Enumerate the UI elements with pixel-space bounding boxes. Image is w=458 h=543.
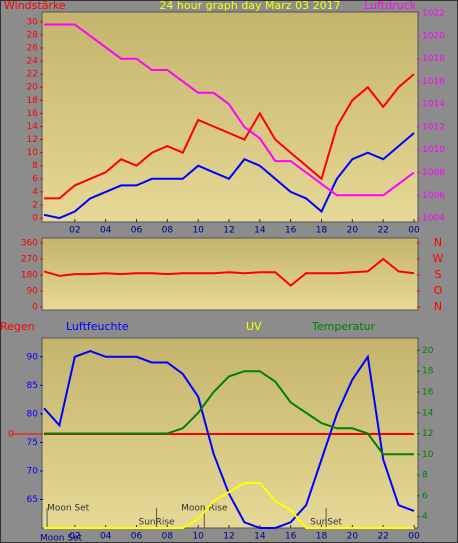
y-axis-label: Windstärke [4, 0, 66, 12]
series-line [44, 370, 414, 456]
x-tick-label: 12 [223, 226, 234, 236]
y-tick-label: 90 [27, 352, 39, 362]
y-tick-label: 22 [27, 70, 38, 80]
x-tick-label: 12 [223, 532, 234, 542]
y-tick-label: 85 [27, 381, 38, 391]
legend-label: UV [246, 320, 262, 333]
x-tick-label: 02 [69, 532, 80, 542]
footer-label: Moon Set [40, 534, 83, 543]
y-tick-label: 20 [27, 83, 39, 93]
y-tick-label: 18 [27, 96, 39, 106]
y3-tick-label: 0 [8, 430, 14, 440]
annotation: SunRise [138, 518, 175, 528]
series-line [44, 482, 414, 529]
x-tick-label: 16 [285, 226, 297, 236]
x-tick-label: 22 [377, 532, 388, 542]
y-tick-label: 26 [27, 43, 39, 53]
x-tick-label: 16 [285, 532, 297, 542]
y-tick-label: 270 [21, 254, 38, 264]
x-tick-label: 04 [100, 532, 112, 542]
x-tick-label: 06 [131, 226, 143, 236]
y-tick-label: 30 [27, 17, 39, 27]
x-tick-label: 14 [254, 532, 266, 542]
x-tick-label: 18 [316, 532, 328, 542]
plot-area [41, 11, 419, 223]
y2-tick-label: 12 [422, 429, 433, 439]
series-line [44, 73, 415, 200]
y2-tick-label: 1008 [422, 168, 445, 178]
chart-title: 24 hour graph day Marz 03 2017 [159, 0, 340, 12]
x-tick-label: 08 [162, 226, 174, 236]
y2-tick-label: 6 [422, 491, 428, 501]
y2-tick-label: 1014 [422, 100, 445, 110]
y2-tick-label: S [435, 268, 442, 281]
y2-tick-label: 18 [422, 367, 434, 377]
annotation: SunSet [310, 518, 342, 528]
y-tick-label: 90 [27, 286, 39, 296]
x-tick-label: 02 [69, 226, 80, 236]
y-tick-label: 8 [32, 161, 38, 171]
y2-tick-label: 4 [422, 512, 428, 522]
y2-tick-label: 1020 [422, 31, 445, 41]
x-tick-label: 14 [254, 226, 266, 236]
y-tick-label: 180 [21, 270, 38, 280]
x-tick-label: 10 [192, 532, 204, 542]
y-tick-label: 360 [21, 238, 38, 248]
y2-tick-label: 16 [422, 387, 434, 397]
x-tick-label: 22 [377, 226, 388, 236]
y2-tick-label: 1012 [422, 122, 445, 132]
y2-tick-label: 1010 [422, 145, 445, 155]
annotation: Moon Set [47, 504, 90, 514]
y-tick-label: 24 [27, 57, 39, 67]
y2-tick-label: 1004 [422, 214, 445, 224]
x-tick-label: 20 [347, 226, 359, 236]
y-tick-label: 80 [27, 409, 39, 419]
y2-tick-label: 14 [422, 408, 434, 418]
series-line [44, 23, 415, 197]
x-tick-label: 18 [316, 226, 328, 236]
x-tick-label: 10 [192, 226, 204, 236]
series-line [43, 350, 415, 529]
x-tick-label: 20 [347, 532, 359, 542]
y-tick-label: 6 [32, 174, 38, 184]
y2-tick-label: 1016 [422, 77, 445, 87]
series-line [43, 132, 415, 220]
series-line [43, 257, 415, 287]
y-tick-label: 16 [27, 109, 39, 119]
y2-tick-label: 1006 [422, 191, 445, 201]
y2-tick-label: O [434, 284, 443, 297]
annotation: Moon Rise [181, 504, 228, 514]
y-tick-label: 28 [27, 30, 39, 40]
x-tick-label: 08 [162, 532, 174, 542]
y-tick-label: 4 [32, 187, 38, 197]
y2-tick-label: 10 [422, 450, 434, 460]
y2-tick-label: N [434, 300, 442, 313]
legend-label: Regen [0, 320, 35, 333]
y2-tick-label: W [433, 252, 444, 265]
y-tick-label: 2 [32, 200, 38, 210]
y-tick-label: 0 [32, 302, 38, 312]
x-tick-label: 00 [408, 226, 420, 236]
legend-label: Temperatur [311, 320, 376, 333]
y2-tick-label: 8 [422, 471, 428, 481]
y-tick-label: 10 [27, 148, 39, 158]
y-tick-label: 0 [32, 214, 38, 224]
legend-label: Luftfeuchte [66, 320, 129, 333]
y2-tick-label: 1022 [422, 9, 445, 19]
x-tick-label: 00 [408, 532, 420, 542]
y-tick-label: 65 [27, 495, 38, 505]
y2-tick-label: 1018 [422, 54, 445, 64]
y-tick-label: 70 [27, 466, 39, 476]
y-tick-label: 14 [27, 122, 39, 132]
y-tick-label: 12 [27, 135, 38, 145]
y-tick-label: 75 [27, 438, 38, 448]
x-tick-label: 06 [131, 532, 143, 542]
x-tick-label: 04 [100, 226, 112, 236]
y2-tick-label: 20 [422, 346, 434, 356]
y2-axis-label: Luftdruck [364, 0, 416, 12]
y2-tick-label: N [434, 236, 442, 249]
